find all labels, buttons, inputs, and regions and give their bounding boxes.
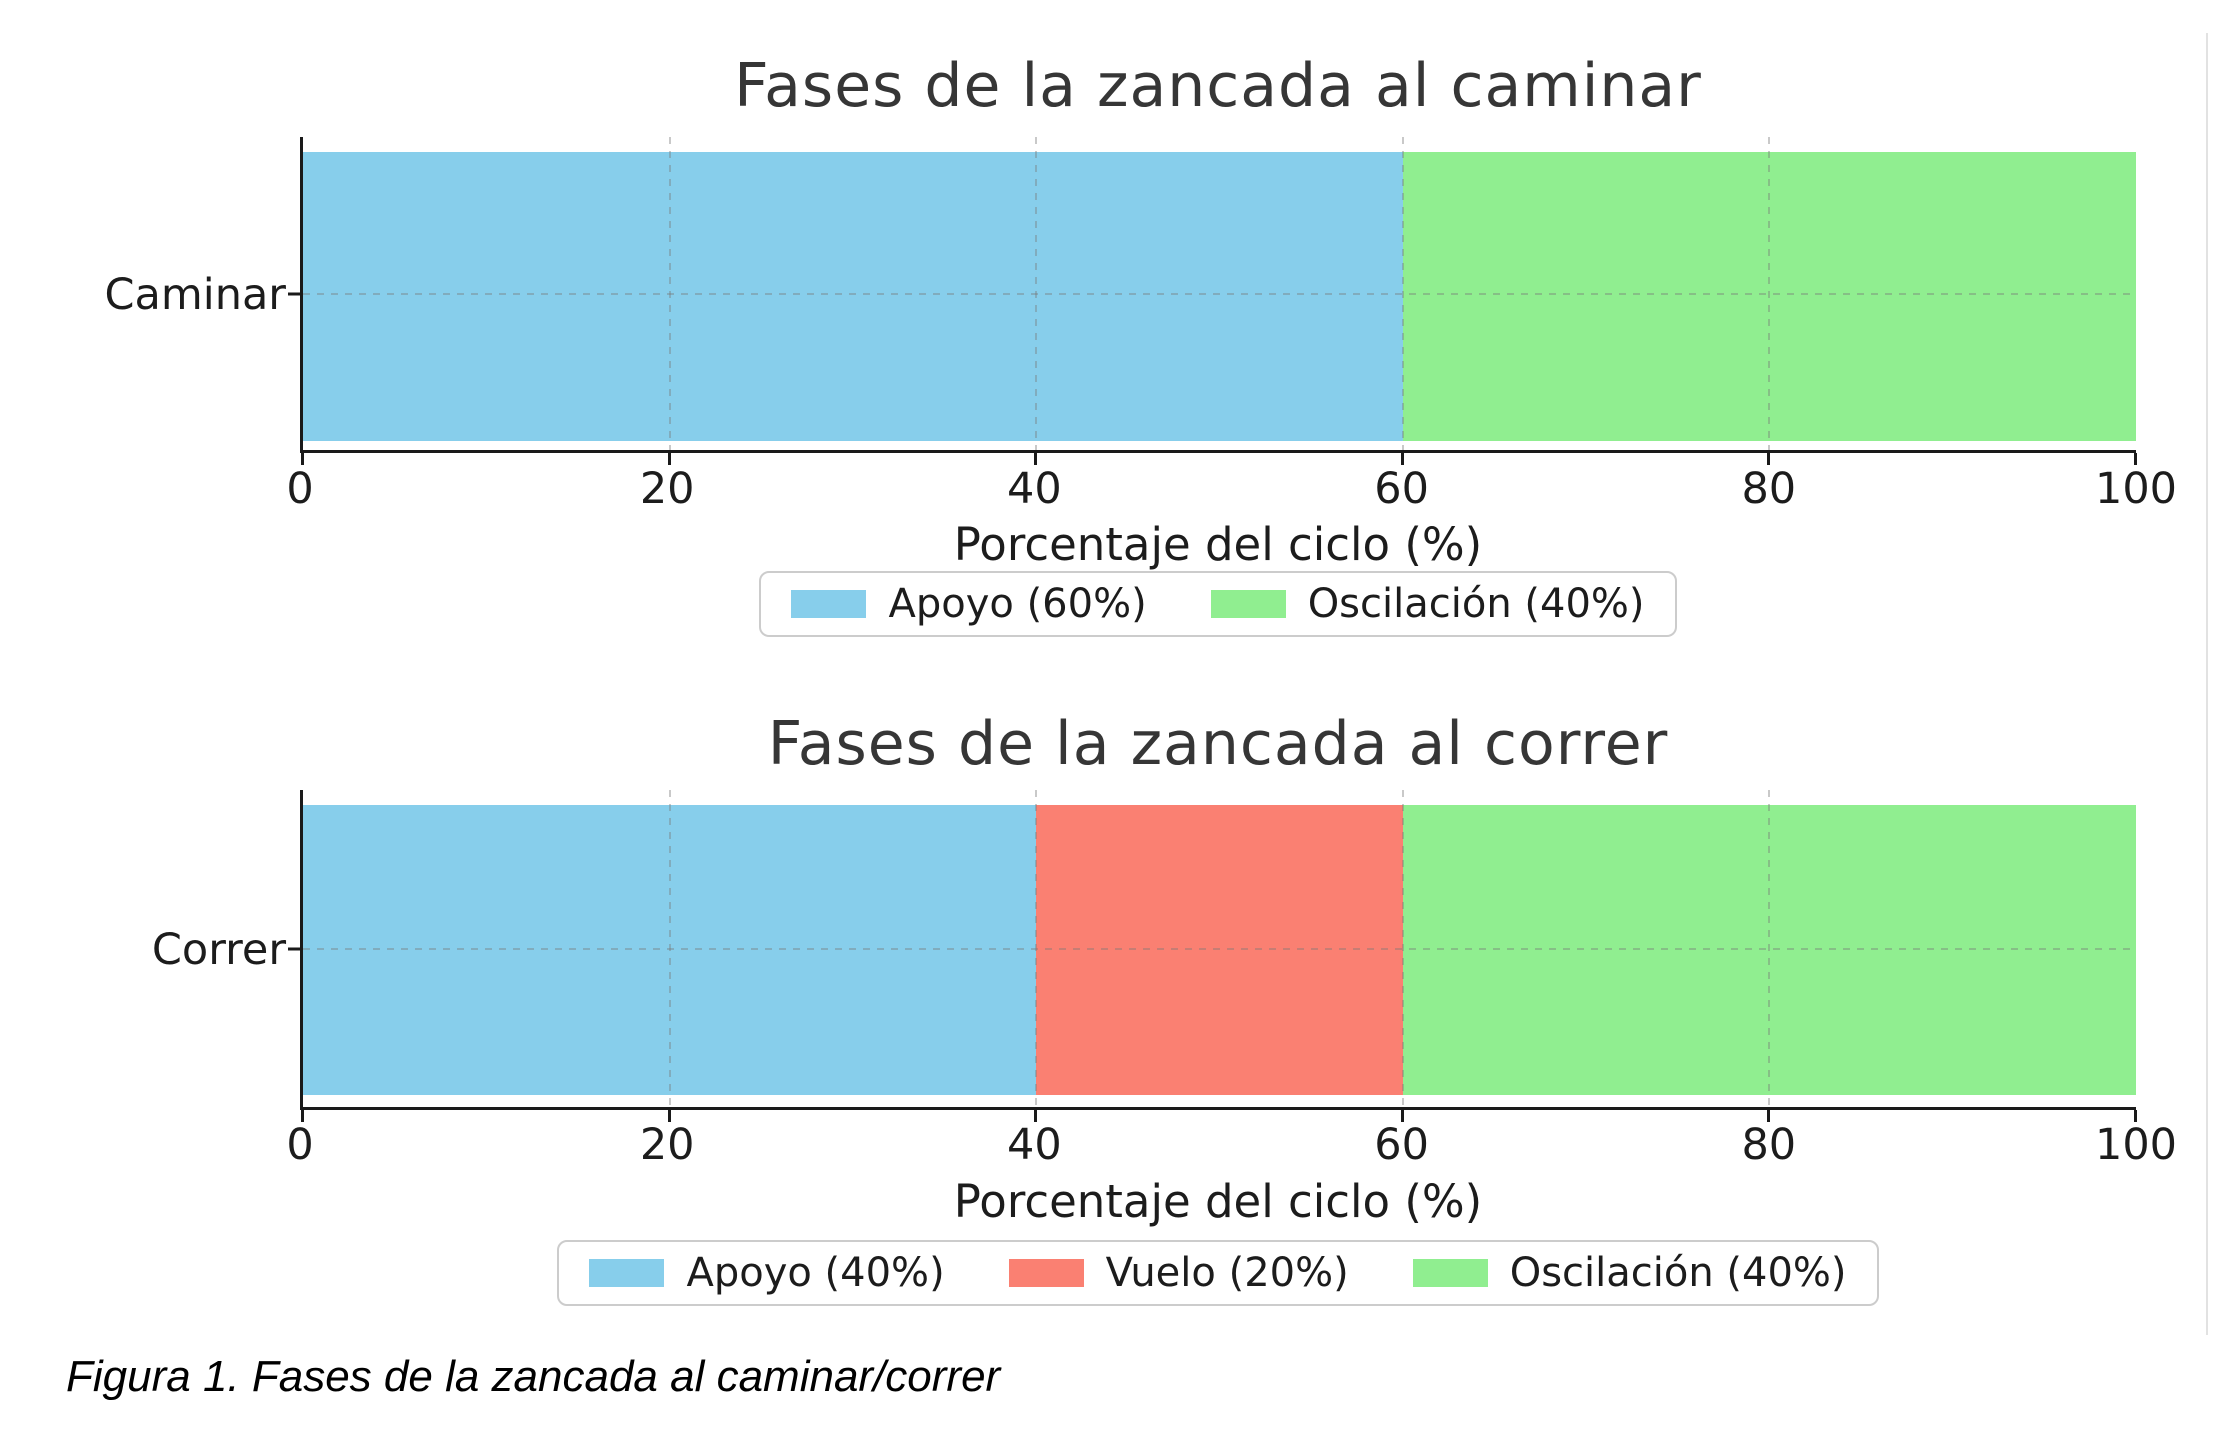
chart2-xtick-label-40: 40 [1007,1120,1062,1170]
chart2-xtick-label-80: 80 [1741,1120,1797,1170]
chart1-tick-20 [667,453,671,465]
chart2-ytick [288,947,300,950]
chart2-gridline-h [303,947,2136,950]
chart1-gridline-h [303,292,2136,295]
chart1-segment-oscilacion [1402,152,2136,441]
chart1-xtick-labels: 0 20 40 60 80 100 [286,464,2177,516]
legend-swatch-vuelo [1008,1259,1084,1287]
chart1-tick-0 [301,453,304,465]
chart1-xaxis-label: Porcentaje del ciclo (%) [953,518,1483,571]
chart2-legend-item-oscilacion: Oscilación (40%) [1412,1250,1847,1296]
chart2-stacked-bar [303,805,2136,1095]
chart2-xtick-labels: 0 20 40 60 80 100 [286,1120,2177,1172]
chart2-xtick-label-100: 100 [2094,1120,2178,1170]
legend-label-apoyo: Apoyo (40%) [686,1250,945,1296]
legend-label-vuelo: Vuelo (20%) [1105,1250,1349,1296]
chart2-tick-20 [667,1110,671,1122]
chart1-legend-box: Apoyo (60%) Oscilación (40%) [759,571,1677,637]
chart1-tick-60 [1400,453,1404,465]
chart1-legend: Apoyo (60%) Oscilación (40%) [300,571,2136,637]
chart2-segment-apoyo [303,805,1037,1095]
legend-label-apoyo: Apoyo (60%) [888,581,1147,627]
chart2-legend: Apoyo (40%) Vuelo (20%) Oscilación (40%) [300,1240,2136,1306]
chart1-ytick [288,292,300,295]
chart1-xtick-label-80: 80 [1741,464,1797,514]
legend-label-oscilacion: Oscilación (40%) [1509,1250,1847,1296]
chart1-plot-area [288,137,2137,465]
image-border-right [2206,33,2208,1335]
chart2-xtick-label-0: 0 [286,1120,314,1170]
chart2-plot-area [288,790,2137,1122]
chart2-tick-80 [1767,1110,1771,1122]
chart1-tick-80 [1767,453,1771,465]
chart2-tick-40 [1034,1110,1038,1122]
chart2-gridline-v-20 [668,790,671,1107]
chart2-tick-60 [1400,1110,1404,1122]
chart1-category-label: Caminar [104,270,287,320]
legend-swatch-oscilacion [1412,1259,1488,1287]
chart1-gridline-v-40 [1035,137,1038,450]
chart2-legend-item-vuelo: Vuelo (20%) [1008,1250,1349,1296]
legend-swatch-apoyo [791,590,867,618]
chart2-tick-0 [301,1110,304,1122]
chart1-title: Fases de la zancada al caminar [734,51,1702,121]
chart2-gridline-v-60 [1401,790,1404,1107]
chart2-category-label: Correr [151,925,286,975]
chart2-tick-100 [2134,1110,2137,1122]
chart1-stacked-bar [303,152,2136,441]
chart1-tick-100 [2134,453,2137,465]
chart1-legend-item-apoyo: Apoyo (60%) [791,581,1147,627]
chart1-gridline-v-80 [1768,137,1771,450]
chart1-gridline-v-60 [1401,137,1404,450]
chart1-segment-apoyo [303,152,1403,441]
chart1-xtick-label-100: 100 [2094,464,2178,514]
legend-swatch-apoyo [589,1259,665,1287]
chart2-title: Fases de la zancada al correr [767,709,1669,779]
chart2-gridline-v-40 [1035,790,1038,1107]
chart2-xtick-label-20: 20 [639,1120,695,1170]
chart2-legend-item-apoyo: Apoyo (40%) [589,1250,945,1296]
chart1-xtick-label-40: 40 [1007,464,1062,514]
legend-label-oscilacion: Oscilación (40%) [1307,581,1645,627]
chart2-xaxis-label: Porcentaje del ciclo (%) [953,1175,1483,1228]
legend-swatch-oscilacion [1210,590,1286,618]
chart1-xtick-label-60: 60 [1374,464,1429,514]
chart1-xtick-label-20: 20 [639,464,695,514]
chart2-segment-vuelo [1036,805,1403,1095]
chart1-legend-item-oscilacion: Oscilación (40%) [1210,581,1645,627]
chart1-gridline-v-20 [668,137,671,450]
chart2-segment-oscilacion [1402,805,2136,1095]
chart2-xtick-label-60: 60 [1374,1120,1429,1170]
chart1-xtick-label-0: 0 [286,464,314,514]
chart2-gridline-v-80 [1768,790,1771,1107]
figure-caption: Figura 1. Fases de la zancada al caminar… [66,1352,1001,1401]
chart1-tick-40 [1034,453,1038,465]
chart2-legend-box: Apoyo (40%) Vuelo (20%) Oscilación (40%) [557,1240,1879,1306]
